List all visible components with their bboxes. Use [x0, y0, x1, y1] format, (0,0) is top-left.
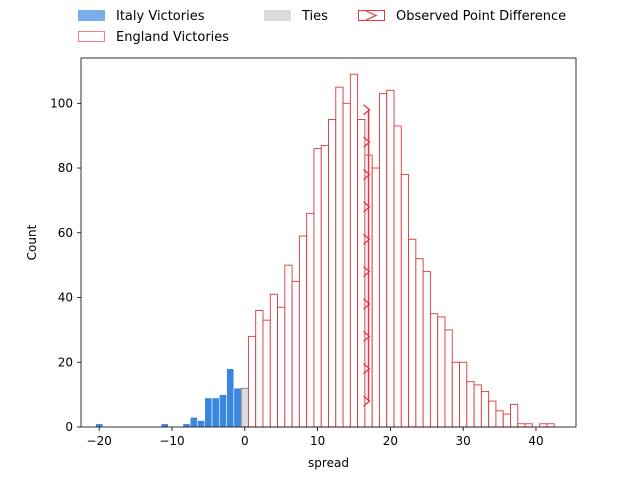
observed-marker: [363, 395, 371, 407]
x-tick-label: 10: [310, 434, 325, 448]
england-victories-bar: [510, 403, 519, 428]
england-victories-bar: [524, 423, 533, 428]
observed-marker: [363, 136, 371, 148]
england-victories-bar: [488, 400, 497, 428]
england-victories-bar: [255, 310, 264, 428]
england-victories-bar: [451, 361, 460, 428]
england-victories-bar: [480, 390, 490, 428]
y-tick-label: 20: [58, 355, 73, 369]
y-axis-label: Count: [25, 224, 39, 260]
x-tick-label: 0: [241, 434, 249, 448]
england-victories-bar: [342, 102, 351, 428]
england-victories-bar: [306, 212, 315, 428]
legend-label-ties: Ties: [301, 9, 328, 24]
england-victories-bar: [349, 73, 359, 428]
england-victories-bar: [357, 119, 366, 428]
y-tick-label: 0: [65, 420, 73, 434]
observed-marker: [363, 266, 371, 278]
england-victories-bar: [459, 361, 468, 428]
x-tick-label: −10: [159, 434, 184, 448]
england-victories-bar: [429, 313, 439, 428]
italy-victories-bar: [95, 423, 104, 428]
england-victories-bar: [247, 335, 257, 428]
legend-label-observed-point-difference: Observed Point Difference: [396, 9, 566, 24]
x-tick-label: −20: [87, 434, 112, 448]
observed-marker: [363, 330, 371, 342]
england-victories-bar: [371, 167, 380, 428]
england-victories-bar: [495, 410, 504, 428]
england-victories-bar: [277, 306, 286, 428]
england-victories-bar: [284, 264, 293, 428]
observed-point-difference-line: [363, 104, 371, 407]
england-victories-bar: [320, 144, 329, 428]
x-tick-label: 30: [456, 434, 471, 448]
observed-marker: [363, 201, 371, 213]
england-victories-bar: [298, 235, 308, 428]
legend-swatch-italy-victories: [78, 10, 105, 21]
observed-marker: [363, 169, 371, 181]
y-tick-label: 40: [58, 291, 73, 305]
italy-victories-bar: [226, 368, 235, 428]
y-tick-label: 100: [50, 96, 73, 110]
italy-victories-bar: [182, 423, 191, 428]
legend-marker-observed-point-difference: [365, 10, 378, 21]
england-victories-bar: [379, 93, 388, 428]
england-victories-bar: [437, 316, 446, 428]
italy-victories-bar: [211, 397, 220, 428]
legend-swatch-england-victories: [78, 31, 105, 42]
legend-swatch-ties: [264, 10, 291, 21]
observed-marker: [363, 363, 371, 375]
england-victories-bar: [313, 148, 322, 428]
england-victories-bar: [335, 86, 344, 428]
legend: Italy Victories England Victories Ties Obse…: [78, 9, 566, 45]
england-victories-bar: [269, 293, 278, 428]
england-victories-bar: [408, 238, 417, 428]
england-victories-bar: [291, 280, 300, 428]
legend-label-italy-victories: Italy Victories: [116, 9, 205, 24]
x-axis-label: spread: [308, 456, 349, 470]
england-victories-bar: [546, 423, 555, 428]
x-tick-label: 40: [528, 434, 543, 448]
england-victories-bar: [422, 271, 431, 428]
italy-victories-bar: [160, 423, 169, 428]
italy-victories-bar: [197, 420, 206, 428]
legend-label-england-victories: England Victories: [116, 30, 229, 45]
y-tick-label: 80: [58, 161, 73, 175]
italy-victories-bar: [219, 394, 227, 428]
england-victories-bar: [502, 413, 511, 428]
england-victories-bar: [328, 119, 337, 428]
england-victories-bar: [473, 384, 482, 428]
x-tick-label: 20: [383, 434, 398, 448]
england-victories-bar: [262, 319, 271, 428]
england-victories-bar: [415, 258, 424, 428]
y-tick-label: 60: [58, 226, 73, 240]
italy-victories-bar: [233, 387, 242, 428]
england-victories-bar: [400, 174, 410, 428]
observed-marker: [363, 233, 371, 245]
ties-bar: [240, 387, 249, 428]
italy-victories-bar: [204, 397, 213, 428]
england-victories-bar: [386, 89, 395, 428]
england-victories-bar: [393, 125, 402, 428]
legend-swatch-observed-point-difference: [358, 10, 385, 21]
histogram-bars: [95, 73, 555, 428]
x-axis-ticks: −20 −10 0 10 20 30 40: [87, 427, 544, 448]
italy-victories-bar: [189, 416, 198, 428]
observed-marker: [363, 104, 371, 116]
plot-area-frame: [80, 57, 577, 428]
england-victories-bar: [444, 329, 453, 428]
y-axis-ticks: 0 20 40 60 80 100: [50, 96, 81, 434]
england-victories-bar: [466, 381, 475, 428]
england-victories-bar: [539, 423, 548, 428]
england-victories-bar: [517, 423, 526, 428]
observed-marker: [363, 298, 371, 310]
